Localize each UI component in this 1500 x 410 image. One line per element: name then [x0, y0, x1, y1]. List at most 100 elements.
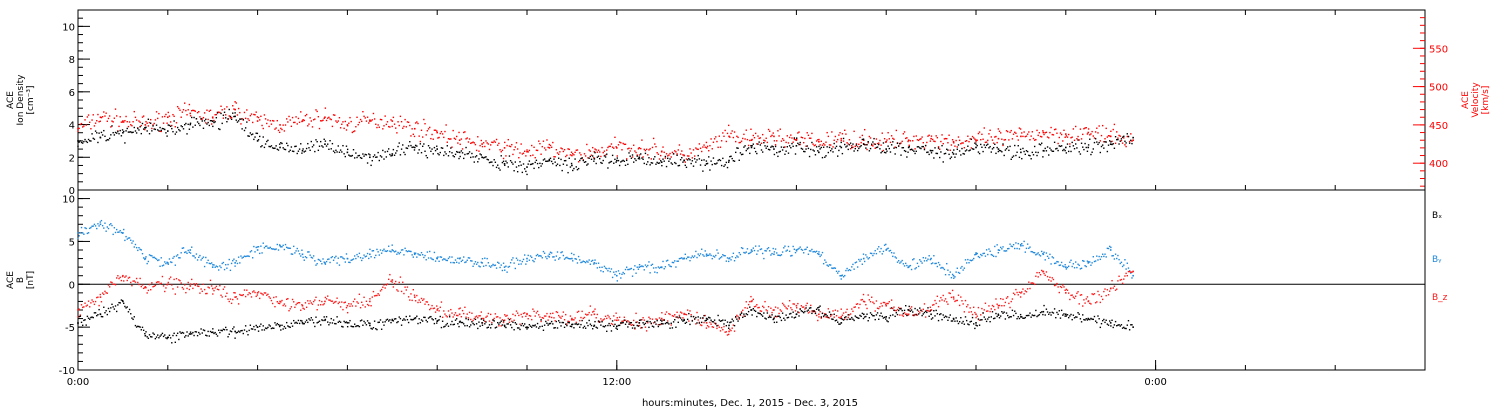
by-series-point — [635, 272, 637, 274]
bz-series-point — [1038, 271, 1041, 274]
velocity-series-point — [808, 137, 811, 139]
density-series-point — [658, 162, 661, 164]
bx-series-point — [206, 335, 208, 337]
by-series-point — [733, 260, 736, 262]
velocity-series-point — [489, 144, 492, 146]
bz-series-point — [179, 280, 181, 282]
velocity-series-point — [527, 151, 529, 153]
by-series-point — [145, 256, 147, 258]
bx-series-point — [180, 332, 182, 335]
density-series-point — [107, 139, 110, 141]
density-series-point — [1111, 143, 1113, 146]
by-series-point — [724, 255, 726, 257]
velocity-series-point — [132, 121, 134, 123]
bx-series-point — [344, 321, 347, 324]
velocity-series-point — [589, 150, 592, 152]
velocity-series-point — [786, 135, 788, 137]
bz-series-point — [108, 286, 111, 288]
bz-series-point — [728, 330, 730, 333]
bx-series-point — [222, 328, 225, 331]
by-series-point — [826, 264, 828, 266]
density-series-point — [1076, 147, 1078, 149]
by-series-point — [801, 249, 804, 251]
velocity-series-point — [358, 121, 361, 124]
by-series-point — [1064, 264, 1066, 266]
density-series-point — [920, 147, 922, 150]
bz-series-point — [560, 317, 562, 319]
bx-series-point — [813, 310, 815, 313]
density-series-point — [573, 167, 575, 170]
density-series-point — [158, 130, 160, 132]
velocity-series-point — [985, 141, 988, 143]
velocity-series-point — [1109, 135, 1112, 138]
bz-series-point — [765, 309, 767, 311]
by-series-point — [587, 261, 589, 263]
bx-series-point — [498, 323, 500, 325]
velocity-series-point — [236, 114, 239, 116]
bx-series-point — [889, 314, 892, 317]
velocity-series-point — [473, 142, 475, 144]
density-series-point — [954, 156, 956, 158]
velocity-series-point — [607, 146, 609, 149]
bx-series-point — [357, 325, 359, 327]
velocity-series-point — [587, 157, 589, 159]
density-series-point — [169, 125, 172, 127]
density-series-point — [369, 156, 371, 159]
bz-series-point — [820, 317, 822, 319]
density-series-point — [542, 159, 545, 161]
density-series-point — [254, 136, 256, 138]
density-series-point — [670, 162, 672, 164]
density-series-point — [77, 145, 79, 148]
bx-series-point — [248, 329, 250, 332]
by-series-point — [949, 271, 951, 273]
density-series-point — [1131, 142, 1133, 145]
density-series-point — [173, 120, 175, 122]
velocity-series-point — [321, 120, 323, 122]
density-series-point — [889, 151, 892, 153]
bx-series-point — [157, 334, 159, 336]
density-series-point — [747, 147, 750, 149]
density-series-point — [1132, 136, 1134, 139]
bx-series-point — [955, 317, 957, 319]
density-series-point — [1031, 151, 1034, 154]
bz-series-point — [240, 294, 242, 296]
bz-series-point — [250, 296, 253, 298]
bx-series-point — [1094, 320, 1097, 322]
by-series-point — [99, 221, 101, 223]
density-series-point — [827, 151, 830, 154]
density-series-point — [778, 151, 780, 153]
bz-series-point — [976, 315, 978, 317]
density-series-point — [1062, 149, 1064, 152]
velocity-series-point — [740, 140, 743, 142]
bz-series-point — [634, 328, 636, 330]
by-series-point — [954, 276, 956, 278]
velocity-series-point — [991, 139, 994, 141]
velocity-series-point — [285, 118, 288, 120]
density-series-point — [1069, 145, 1071, 148]
by-series-point — [1100, 256, 1103, 258]
bz-series-point — [688, 320, 690, 322]
density-series-point — [322, 146, 324, 148]
velocity-series-point — [1059, 132, 1062, 134]
density-series-point — [282, 147, 284, 149]
density-series-point — [373, 154, 376, 156]
density-series-point — [905, 150, 907, 153]
bz-series-point — [1124, 275, 1126, 277]
by-series-point — [634, 265, 636, 267]
bx-series-point — [514, 322, 517, 324]
velocity-series-point — [760, 142, 763, 144]
bz-series-point — [917, 310, 920, 312]
velocity-series-point — [623, 143, 626, 146]
density-series-point — [988, 147, 990, 149]
bz-series-point — [995, 298, 997, 300]
bx-series-point — [862, 317, 865, 320]
velocity-series-point — [485, 140, 487, 142]
bx-series-point — [651, 325, 654, 327]
bx-series-point — [571, 323, 573, 326]
by-series-point — [916, 262, 919, 265]
bz-series-point — [894, 309, 896, 312]
bz-series-point — [716, 327, 718, 330]
bz-series-point — [674, 314, 676, 316]
bx-series-point — [1092, 318, 1094, 321]
bx-series-point — [881, 315, 883, 318]
